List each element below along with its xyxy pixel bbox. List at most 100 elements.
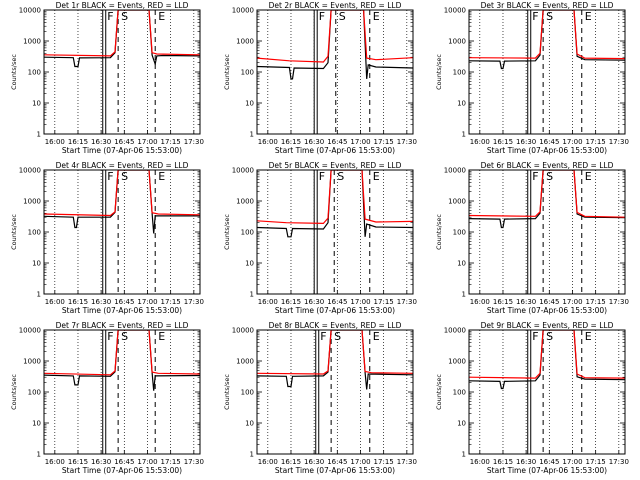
x-axis-label: Start Time (07-Apr-06 15:53:00) — [275, 466, 395, 475]
x-axis-label: Start Time (07-Apr-06 15:53:00) — [62, 146, 182, 155]
panel-det-3: 16:00 16:15 16:30 16:45 17:00 17:15 17:30 1 10 10… — [435, 1, 629, 155]
x-axis-label: Start Time (07-Apr-06 15:53:00) — [275, 306, 395, 315]
y-tick-label: 10000 — [444, 167, 466, 175]
marker-label-F: F — [319, 170, 325, 183]
marker-label-S: S — [546, 330, 553, 343]
y-tick-label: 10000 — [232, 327, 254, 335]
x-tick-label: 16:45 — [114, 298, 134, 306]
x-tick-label: 17:30 — [609, 138, 629, 146]
series-events-line — [469, 330, 625, 390]
marker-label-E: E — [158, 10, 165, 23]
plot-frame — [43, 329, 201, 455]
y-tick-label: 1 — [37, 131, 41, 139]
x-tick-label: 16:30 — [91, 138, 111, 146]
panel-title: Det 1r BLACK = Events, RED = LLD — [56, 1, 189, 10]
y-tick-label: 1000 — [448, 358, 466, 366]
series-lld-line — [257, 170, 413, 225]
x-tick-label: 17:15 — [161, 138, 181, 146]
x-tick-label: 16:30 — [304, 458, 324, 466]
marker-label-E: E — [585, 170, 592, 183]
x-tick-label: 16:00 — [45, 138, 65, 146]
y-tick-label: 1000 — [23, 358, 41, 366]
series-events-line — [257, 170, 413, 238]
y-tick-label: 100 — [241, 229, 254, 237]
x-tick-label: 17:30 — [397, 298, 417, 306]
y-tick-label: 1 — [37, 291, 41, 299]
marker-label-F: F — [532, 330, 538, 343]
y-tick-label: 1 — [37, 451, 41, 459]
marker-label-S: S — [339, 10, 346, 23]
x-tick-label: 17:00 — [137, 458, 157, 466]
plot-frame — [468, 9, 626, 135]
x-axis-label: Start Time (07-Apr-06 15:53:00) — [487, 146, 607, 155]
x-tick-label: 17:00 — [137, 138, 157, 146]
panel-det-7: 16:00 16:15 16:30 16:45 17:00 17:15 17:30 1 10 10… — [10, 321, 204, 475]
x-tick-label: 16:00 — [258, 298, 278, 306]
x-tick-label: 17:00 — [562, 298, 582, 306]
y-tick-label: 10 — [457, 260, 466, 268]
y-tick-label: 1000 — [236, 38, 254, 46]
y-axis-label: Counts/sec — [10, 54, 18, 90]
x-axis-label: Start Time (07-Apr-06 15:53:00) — [275, 146, 395, 155]
series-lld-line — [469, 10, 625, 60]
y-axis-label: Counts/sec — [435, 214, 443, 250]
y-tick-label: 100 — [241, 389, 254, 397]
x-tick-label: 16:00 — [470, 298, 490, 306]
x-axis-label: Start Time (07-Apr-06 15:53:00) — [487, 306, 607, 315]
marker-label-F: F — [532, 10, 538, 23]
y-axis-label: Counts/sec — [10, 214, 18, 250]
x-tick-label: 17:30 — [397, 458, 417, 466]
series-lld-line — [469, 330, 625, 379]
x-tick-label: 16:00 — [258, 138, 278, 146]
plot-frame — [43, 169, 201, 295]
x-tick-label: 17:15 — [374, 458, 394, 466]
panel-det-1: 16:00 16:15 16:30 16:45 17:00 17:15 17:30 1 10 10… — [10, 1, 204, 155]
plot-frame — [468, 169, 626, 295]
x-tick-label: 17:30 — [397, 138, 417, 146]
marker-label-E: E — [373, 10, 380, 23]
x-tick-label: 16:15 — [281, 138, 301, 146]
marker-label-E: E — [373, 330, 380, 343]
marker-label-F: F — [107, 330, 113, 343]
panel-det-6: 16:00 16:15 16:30 16:45 17:00 17:15 17:30 1 10 10… — [435, 161, 629, 315]
y-axis-label: Counts/sec — [223, 374, 231, 410]
x-tick-label: 16:45 — [539, 138, 559, 146]
marker-label-S: S — [121, 10, 128, 23]
x-tick-label: 16:00 — [45, 298, 65, 306]
x-tick-label: 16:45 — [327, 138, 347, 146]
series-lld-line — [44, 170, 200, 217]
y-tick-label: 10 — [457, 100, 466, 108]
y-tick-label: 1 — [462, 451, 466, 459]
y-tick-label: 1000 — [236, 198, 254, 206]
y-tick-label: 10000 — [19, 327, 41, 335]
x-tick-label: 16:45 — [114, 458, 134, 466]
x-tick-label: 16:45 — [114, 138, 134, 146]
x-tick-label: 17:30 — [184, 138, 204, 146]
marker-label-S: S — [337, 170, 344, 183]
x-tick-label: 17:15 — [161, 458, 181, 466]
y-tick-label: 1000 — [236, 358, 254, 366]
panel-title: Det 8r BLACK = Events, RED = LLD — [269, 321, 402, 330]
plot-frame — [256, 169, 414, 295]
panel-det-2: 16:00 16:15 16:30 16:45 17:00 17:15 17:30 1 10 10… — [223, 1, 417, 155]
x-tick-label: 17:15 — [586, 298, 606, 306]
y-axis-label: Counts/sec — [10, 374, 18, 410]
x-tick-label: 16:30 — [304, 138, 324, 146]
panel-det-9: 16:00 16:15 16:30 16:45 17:00 17:15 17:30 1 10 10… — [435, 321, 629, 475]
y-tick-label: 10000 — [19, 167, 41, 175]
y-tick-label: 1000 — [23, 198, 41, 206]
x-tick-label: 16:15 — [281, 298, 301, 306]
x-axis-label: Start Time (07-Apr-06 15:53:00) — [487, 466, 607, 475]
plot-frame — [43, 9, 201, 135]
series-events-line — [469, 10, 625, 70]
marker-label-F: F — [107, 170, 113, 183]
y-tick-label: 10000 — [232, 7, 254, 15]
y-tick-label: 10000 — [19, 7, 41, 15]
x-tick-label: 16:30 — [91, 298, 111, 306]
y-tick-label: 100 — [453, 229, 466, 237]
y-tick-label: 100 — [28, 389, 41, 397]
x-tick-label: 16:15 — [493, 138, 513, 146]
series-lld-line — [469, 170, 625, 218]
plot-frame — [256, 329, 414, 455]
